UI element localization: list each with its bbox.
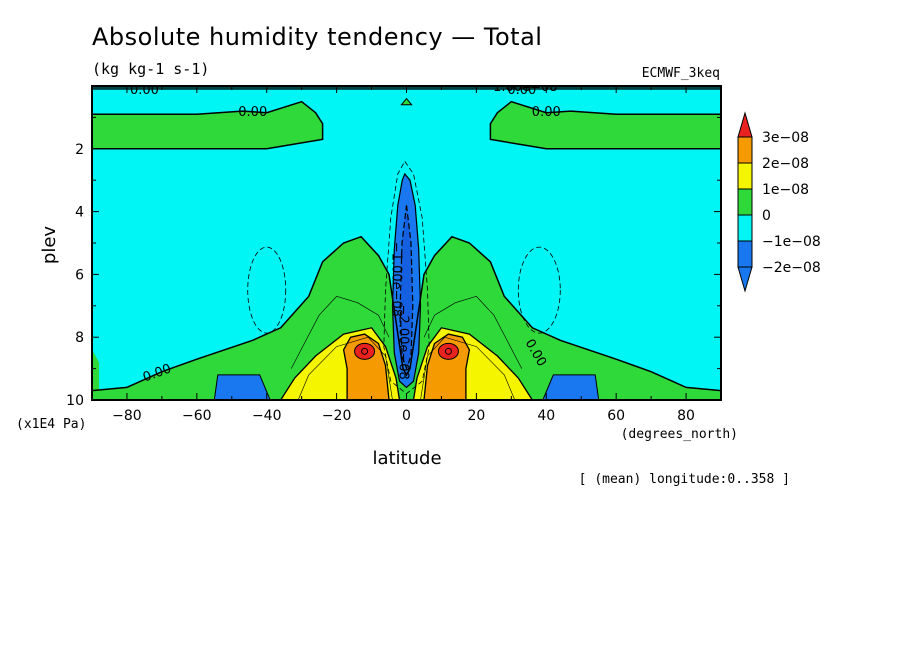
contour-fill-green-edge <box>92 349 99 391</box>
contour-line-thin-south <box>297 336 393 400</box>
contour-line-zero-upper-north <box>489 100 721 150</box>
contour-label-2: 0.00 <box>130 83 159 98</box>
contour-fill-green-upper-north <box>490 101 721 149</box>
contour-label-8: 1.00e−08 <box>493 80 557 95</box>
contour-fill-blue-block-north <box>542 374 600 400</box>
colorbar-label-2: 1e−08 <box>762 182 809 198</box>
contour-line-thin-south-2 <box>290 296 390 369</box>
contour-label-6: −1.00e−08 <box>389 242 404 317</box>
y-axis: 2 4 6 8 10 <box>66 85 721 409</box>
contour-line-2e08-south <box>342 333 390 400</box>
y-axis-units: (x1E4 Pa) <box>16 417 86 432</box>
contour-line-1e08-south <box>280 327 401 400</box>
colorbar-box-3 <box>737 214 753 242</box>
colorbar-box-4 <box>737 240 753 268</box>
contour-fill-green-lower <box>92 236 721 400</box>
contour-label-7: −2.00e−08 <box>396 305 411 380</box>
contour-line-zero-upper-south <box>92 100 324 150</box>
contour-fill-red-north <box>437 342 459 360</box>
x-tick-label-0: −80 <box>112 408 142 424</box>
contour-line-thin-north-2 <box>423 296 523 369</box>
y-axis-label: plev <box>39 226 60 265</box>
chart-units: (kg kg-1 s-1) <box>92 60 209 78</box>
contour-fill-darkblue-plume <box>400 205 413 369</box>
colorbar-label-5: −2e−08 <box>762 260 821 276</box>
x-tick-label-8: 80 <box>677 408 695 424</box>
x-tick-label-1: −60 <box>182 408 212 424</box>
y-tick-label-1: 4 <box>75 205 84 221</box>
x-tick-label-7: 60 <box>607 408 625 424</box>
contour-line-2e08-north <box>423 333 471 400</box>
x-tick-label-4: 0 <box>402 408 411 424</box>
contour-fill-green-upper-south <box>92 101 323 149</box>
contour-label-0: 0.00 <box>238 105 267 120</box>
contour-line-dashed-oval-north <box>517 246 561 334</box>
x-tick-label-6: 40 <box>537 408 555 424</box>
colorbar-label-4: −1e−08 <box>762 234 821 250</box>
x-tick-label-5: 20 <box>467 408 485 424</box>
colorbar-box-2 <box>737 188 753 216</box>
contour-line-thin-north <box>420 336 516 400</box>
contour-line-zero-lower <box>92 235 721 400</box>
colorbar-arrow-top <box>737 111 753 138</box>
contour-line-red-core-south <box>361 347 369 355</box>
colorbar-label-1: 2e−08 <box>762 156 809 172</box>
colorbar: 3e−08 2e−08 1e−08 0 −1e−08 −2e−08 <box>737 111 821 293</box>
dataset-label: ECMWF_3keq <box>642 66 720 81</box>
y-tick-label-2: 6 <box>75 267 84 283</box>
x-axis-units: (degrees_north) <box>621 427 738 442</box>
contour-fill-blue-block-south <box>213 374 271 400</box>
x-tick-label-2: −40 <box>252 408 282 424</box>
chart-title: Absolute humidity tendency — Total <box>92 23 542 51</box>
footnote: [ (mean) longitude:0..358 ] <box>579 472 790 487</box>
contour-plot-area <box>92 86 721 400</box>
colorbar-box-1 <box>737 162 753 190</box>
contour-line-1e08-north <box>412 327 533 400</box>
contour-line-red-core-north <box>444 347 452 355</box>
x-axis-label: latitude <box>372 448 441 469</box>
contour-fill-red-south <box>354 342 376 360</box>
contour-label-1: 0.00 <box>532 105 561 120</box>
colorbar-arrow-bottom <box>737 266 753 293</box>
colorbar-box-0 <box>737 136 753 164</box>
y-tick-label-3: 8 <box>75 330 84 346</box>
y-tick-label-0: 2 <box>75 142 84 158</box>
y-tick-label-4: 10 <box>66 393 84 409</box>
contour-line-dashed-plume-inner <box>399 205 414 371</box>
colorbar-label-0: 3e−08 <box>762 130 809 146</box>
contour-line-dashed-oval-south <box>247 246 287 334</box>
colorbar-label-3: 0 <box>762 208 771 224</box>
x-axis: −80 −60 −40 −20 0 20 40 60 80 <box>91 86 722 424</box>
contour-fill-top-bump <box>400 97 413 106</box>
x-tick-label-3: −20 <box>322 408 352 424</box>
contour-label-3: 0.00 <box>507 83 536 98</box>
